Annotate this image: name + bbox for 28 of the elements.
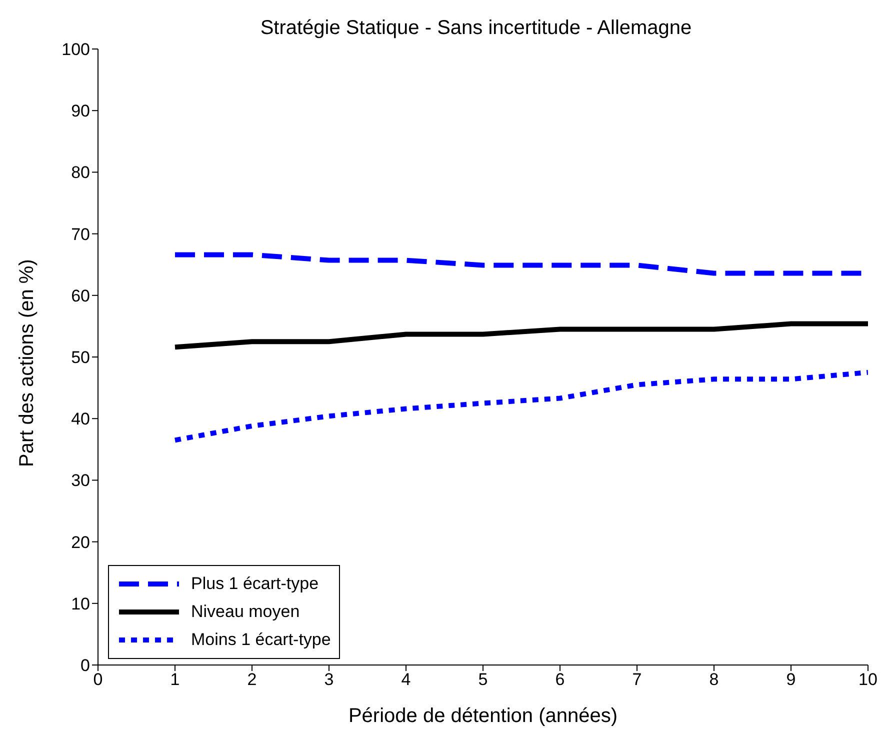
x-tick-label: 3 [324,670,334,690]
x-tick-label: 0 [93,670,103,690]
y-tick-label: 10 [71,594,90,614]
x-tick-label: 4 [401,670,411,690]
y-tick-label: 100 [62,40,90,60]
x-tick-label: 8 [709,670,719,690]
y-tick-label: 50 [71,348,90,368]
legend-label: Niveau moyen [191,602,300,622]
legend-label: Moins 1 écart-type [191,630,331,650]
x-tick-label: 1 [170,670,180,690]
x-tick-label: 2 [247,670,257,690]
x-tick-label: 7 [632,670,642,690]
y-tick-label: 60 [71,286,90,306]
y-tick-label: 0 [80,656,90,676]
y-tick-label: 80 [71,163,90,182]
y-tick-label: 20 [71,532,90,552]
x-tick-label: 5 [478,670,488,690]
y-tick-label: 70 [71,224,90,244]
legend-label: Plus 1 écart-type [191,574,319,594]
y-tick-label: 90 [71,102,90,121]
x-axis-title: Période de détention (années) [348,705,618,727]
x-tick-label: 9 [786,670,796,690]
y-tick-label: 30 [71,471,90,490]
y-axis-title: Part des actions (en %) [16,259,38,467]
x-tick-label: 10 [858,670,878,690]
x-tick-label: 6 [555,670,565,690]
y-tick-label: 40 [71,410,90,429]
chart-title: Stratégie Statique - Sans incertitude - Allemagne [260,17,692,39]
